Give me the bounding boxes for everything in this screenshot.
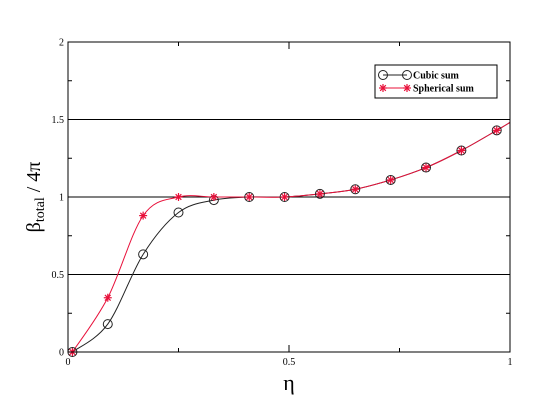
series-1-point-10-stroke (422, 164, 430, 171)
series-lines (72, 121, 511, 353)
y-tick-label: 1.5 (52, 115, 65, 126)
series-0-point-7 (314, 188, 325, 199)
series-1-point-9 (386, 175, 395, 184)
x-tick-label: 0.5 (283, 357, 296, 368)
y-tick-label: 0.5 (52, 270, 65, 281)
x-axis-title: η (283, 370, 295, 395)
series-1-point-7-stroke (316, 190, 324, 198)
axis-ticks (67, 41, 511, 353)
legend-marker-end-0 (402, 70, 412, 80)
series-0-point-5 (244, 192, 255, 202)
y-tick-label: 0 (59, 348, 64, 359)
series-1-point-3-stroke (175, 193, 182, 201)
series-0-point-10 (421, 162, 432, 173)
series-0-point-2 (138, 249, 149, 260)
x-tick-label: 1 (508, 357, 513, 368)
tick-labels: 0 0.5 1 1.5 2 0 0.5 1 (52, 38, 513, 369)
series-1-point-2 (139, 211, 148, 220)
legend-label-0: Cubic sum (413, 71, 460, 82)
series-markers (67, 125, 502, 357)
series-1-point-5 (245, 193, 254, 201)
legend-label-1: Spherical sum (413, 84, 475, 95)
series-1-point-8-stroke (352, 185, 359, 193)
series-1-point-8 (351, 185, 360, 194)
series-1-point-1 (103, 293, 112, 302)
legend-marker-end-1-stroke (403, 84, 411, 92)
legend-marker-start-0 (378, 70, 388, 80)
series-0-point-1 (102, 319, 113, 330)
series-1-point-2-stroke (139, 212, 147, 219)
series-1-point-11-stroke (458, 147, 465, 154)
series-line-0 (72, 121, 511, 353)
y-tick-label: 2 (59, 38, 64, 49)
y-axis-title: βtotal / 4π (23, 162, 48, 233)
y-axis-title-sub: total (33, 197, 48, 222)
series-1-point-3 (174, 193, 183, 201)
series-0-point-9 (385, 174, 396, 185)
series-1-point-6-stroke (281, 193, 288, 201)
legend: Cubic sum Spherical sum (374, 64, 498, 99)
series-1-point-9-stroke (387, 176, 394, 184)
legend-marker-start-1 (379, 84, 387, 92)
series-1-point-11 (457, 146, 466, 155)
series-1-point-4-stroke (210, 193, 218, 201)
series-1-point-1-stroke (104, 294, 112, 302)
y-axis-title-suffix: / 4π (23, 162, 45, 198)
y-axis-title-main: β (23, 222, 45, 232)
series-1-point-4 (209, 193, 218, 201)
x-tick-label: 0 (66, 357, 71, 368)
series-1-point-5-stroke (245, 193, 253, 201)
series-0-point-3 (173, 207, 184, 218)
series-1-point-12 (492, 126, 501, 135)
legend-box (374, 64, 498, 99)
series-line-1 (72, 121, 511, 353)
series-0-point-6 (279, 192, 290, 202)
series-0-point-8 (350, 184, 361, 195)
series-1-point-10 (422, 163, 431, 172)
series-1-point-12-stroke (493, 127, 500, 134)
series-0-point-12 (491, 125, 502, 136)
legend-marker-start-1-stroke (379, 84, 387, 92)
series-0-point-11 (456, 145, 467, 156)
legend-marker-end-1 (403, 84, 411, 92)
series-1-point-7 (315, 189, 324, 198)
y-tick-label: 1 (59, 193, 64, 204)
series-1-point-6 (280, 193, 289, 201)
